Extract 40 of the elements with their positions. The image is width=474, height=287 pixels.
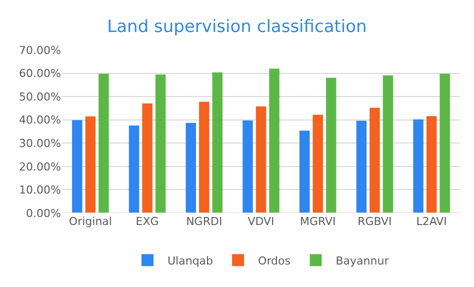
y-tick-label: 20.00% <box>19 160 61 174</box>
bar <box>128 125 140 213</box>
bar <box>326 78 336 213</box>
bar <box>269 68 280 213</box>
x-tick-label: EXG <box>136 215 159 228</box>
bar <box>212 72 223 213</box>
x-tick-label: Original <box>68 215 112 228</box>
bar <box>155 74 166 213</box>
bar <box>426 116 437 213</box>
bar <box>98 74 109 213</box>
bar <box>242 120 253 213</box>
y-tick-label: 10.00% <box>19 184 61 197</box>
bar <box>370 108 380 213</box>
y-tick-label: 0.00% <box>26 206 61 220</box>
x-tick-label: MGRVI <box>300 215 336 228</box>
y-tick-label: 30.00% <box>19 136 61 150</box>
y-tick-label: 40.00% <box>19 114 61 127</box>
bar <box>299 130 310 213</box>
x-tick-label: VDVI <box>248 215 274 228</box>
bar <box>413 119 424 213</box>
bar <box>312 114 323 213</box>
bar <box>186 122 196 213</box>
bar <box>256 106 266 213</box>
bar <box>199 102 210 213</box>
bar <box>382 75 394 213</box>
y-tick-label: 60.00% <box>19 67 61 80</box>
legend-label: Ulanqab <box>168 254 214 268</box>
legend-label: Bayannur <box>336 254 390 268</box>
bar <box>440 74 450 213</box>
chart-title: Land supervision classification <box>107 16 367 37</box>
x-tick-label: L2AVI <box>416 215 447 228</box>
x-tick-label: RGBVI <box>358 215 392 228</box>
bar <box>142 103 152 213</box>
bar <box>356 120 367 213</box>
y-tick-label: 70.00% <box>19 44 61 57</box>
x-tick-label: NGRDI <box>186 215 222 228</box>
y-tick-label: 50.00% <box>19 90 61 104</box>
legend-label: Ordos <box>258 254 291 268</box>
bar <box>85 116 96 213</box>
bar <box>72 120 82 213</box>
